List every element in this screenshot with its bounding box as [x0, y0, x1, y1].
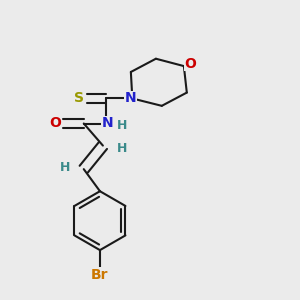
Text: H: H — [59, 161, 70, 174]
Text: O: O — [49, 116, 61, 130]
Text: O: O — [184, 57, 196, 71]
Text: N: N — [101, 116, 113, 130]
Text: N: N — [125, 92, 137, 106]
Text: H: H — [117, 142, 127, 155]
Text: S: S — [74, 92, 84, 106]
Text: H: H — [117, 119, 127, 132]
Text: Br: Br — [91, 268, 109, 282]
